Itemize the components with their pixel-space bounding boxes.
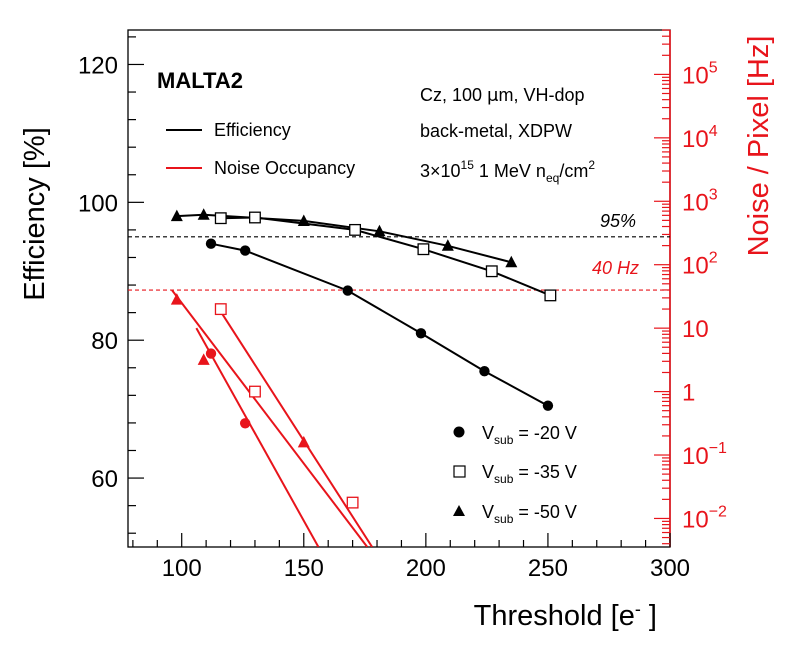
legend-marker-triangle bbox=[453, 505, 465, 516]
y2-tick-label: 10 bbox=[682, 316, 709, 343]
efficiency-point bbox=[349, 223, 362, 236]
y-axis-title: Efficiency [%] bbox=[19, 127, 51, 301]
y2-tick-label: 103 bbox=[682, 186, 718, 216]
noise-point bbox=[346, 496, 359, 509]
efficiency-point bbox=[485, 265, 498, 278]
noise-fit-line-2 bbox=[171, 289, 369, 547]
info-line-1: Cz, 100 μm, VH-dop bbox=[420, 85, 585, 106]
x-tick-label: 250 bbox=[528, 555, 568, 582]
efficiency-point bbox=[197, 208, 210, 220]
y2-tick-label: 10−1 bbox=[682, 440, 727, 470]
noise-point bbox=[249, 385, 261, 398]
efficiency-point bbox=[239, 245, 251, 256]
efficiency-line-0 bbox=[210, 242, 549, 407]
noise-point bbox=[170, 293, 183, 305]
efficiency-line-1 bbox=[220, 216, 551, 297]
noise-fit-line-1 bbox=[215, 303, 373, 547]
efficiency-point bbox=[542, 400, 554, 411]
noise-point bbox=[239, 418, 251, 429]
reference-lines bbox=[128, 236, 670, 291]
noise-fit-line-0 bbox=[195, 327, 320, 547]
legend-series-50v: Vsub = -50 V bbox=[482, 502, 577, 526]
ref-40hz-label: 40 Hz bbox=[592, 258, 639, 278]
legend-series-20v: Vsub = -20 V bbox=[482, 423, 577, 447]
efficiency-point bbox=[170, 209, 183, 222]
x-tick-label: 200 bbox=[406, 555, 446, 582]
y-tick-label: 80 bbox=[91, 328, 118, 355]
legend-marker-square bbox=[453, 465, 466, 478]
efficiency-point bbox=[441, 239, 454, 251]
fit-lines bbox=[171, 213, 551, 547]
noise-point bbox=[297, 435, 310, 448]
efficiency-point bbox=[205, 238, 217, 249]
plot-frame bbox=[127, 29, 671, 548]
y2-tick-label: 102 bbox=[682, 250, 718, 280]
efficiency-point bbox=[415, 328, 427, 339]
tick-labels: 100 150 200 250 300 60 80 100 120 10−2 10−1 1 10 102 1… bbox=[78, 52, 727, 582]
x-tick-label: 300 bbox=[650, 555, 690, 582]
efficiency-point bbox=[505, 255, 518, 268]
ref-95-label: 95% bbox=[600, 211, 636, 231]
x-tick-label: 100 bbox=[162, 555, 202, 582]
chart-title: MALTA2 bbox=[157, 68, 243, 93]
y-tick-label: 60 bbox=[91, 466, 118, 493]
efficiency-point bbox=[214, 212, 227, 225]
info-line-2: back-metal, XDPW bbox=[420, 121, 572, 141]
tick-marks bbox=[128, 29, 671, 547]
efficiency-point bbox=[342, 285, 353, 296]
legend-marker-circle bbox=[453, 426, 465, 438]
noise-point bbox=[197, 353, 210, 365]
efficiency-point bbox=[249, 211, 261, 224]
y2-tick-label: 105 bbox=[682, 59, 718, 89]
efficiency-point bbox=[544, 289, 557, 302]
efficiency-line-2 bbox=[176, 213, 512, 264]
y2-tick-label: 10−2 bbox=[682, 503, 727, 533]
efficiency-point bbox=[297, 214, 310, 226]
legend-efficiency-label: Efficiency bbox=[214, 120, 291, 140]
y-tick-label: 100 bbox=[78, 190, 118, 217]
y2-axis-title: Noise / Pixel [Hz] bbox=[743, 36, 775, 257]
noise-point bbox=[205, 348, 217, 359]
x-tick-label: 150 bbox=[284, 555, 324, 582]
y-tick-label: 120 bbox=[78, 52, 118, 79]
x-axis-title: Threshold [e- ] bbox=[474, 599, 657, 632]
y2-tick-label: 104 bbox=[682, 123, 718, 153]
y2-tick-label: 1 bbox=[682, 380, 695, 407]
info-line-3: 3×1015 1 MeV neq/cm2 bbox=[420, 158, 595, 185]
efficiency-point bbox=[479, 366, 490, 377]
legend-series-35v: Vsub = -35 V bbox=[482, 462, 577, 486]
data-markers bbox=[170, 208, 557, 509]
efficiency-point bbox=[417, 243, 430, 256]
marker-legend: Vsub = -20 V Vsub = -35 V Vsub = -50 V bbox=[453, 423, 577, 526]
noise-point bbox=[214, 303, 227, 316]
legend-noise-label: Noise Occupancy bbox=[214, 158, 355, 178]
efficiency-point bbox=[373, 224, 386, 237]
